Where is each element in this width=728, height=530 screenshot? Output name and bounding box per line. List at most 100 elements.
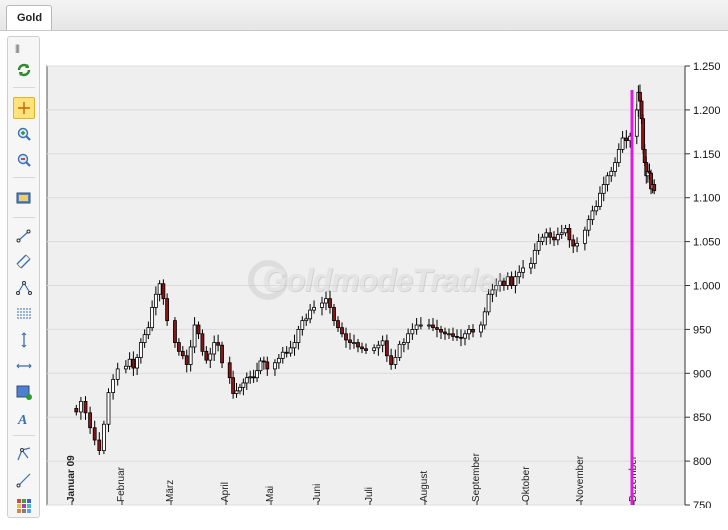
grip-handle[interactable]: ||| — [15, 43, 20, 53]
candle-body — [490, 289, 495, 295]
candle-body — [157, 283, 162, 295]
rectangle-icon[interactable] — [13, 381, 35, 403]
candle-body — [439, 328, 443, 333]
x-tick-label: Juni — [312, 484, 323, 502]
candle-body — [352, 342, 356, 344]
candle-body — [344, 333, 348, 341]
candle-body — [284, 351, 289, 354]
candle-body — [467, 328, 471, 335]
candle-body — [200, 333, 205, 352]
candle-body — [555, 234, 560, 241]
candle-body — [447, 333, 451, 336]
candle-body — [138, 342, 143, 358]
candle-body — [79, 400, 83, 413]
candle-body — [563, 228, 568, 234]
candle-body — [127, 358, 132, 367]
candle-body — [494, 285, 499, 291]
candle-body — [276, 357, 281, 364]
candle-body — [642, 149, 647, 163]
x-tick-label: Februar — [116, 466, 127, 502]
candlestick-chart[interactable]: 1.250 1.200 1.150 1.100 1.050 1.000 950 900 850 8… — [45, 58, 728, 512]
candle-body — [598, 192, 602, 207]
candle-body — [575, 242, 579, 247]
candle-body — [410, 328, 415, 335]
candle-body — [146, 327, 151, 336]
tab-gold[interactable]: Gold — [6, 5, 52, 30]
svg-text:A: A — [17, 413, 27, 426]
candle-body — [312, 307, 316, 311]
candle-body — [639, 100, 644, 120]
candle-body — [180, 350, 185, 357]
candle-body — [594, 206, 599, 212]
screenshot-icon[interactable] — [13, 187, 35, 209]
candle-body — [414, 324, 419, 330]
candle-body — [244, 377, 249, 384]
pitchfork-icon[interactable] — [13, 443, 35, 465]
candle-body — [393, 357, 398, 365]
candle-body — [431, 324, 435, 329]
x-tick-label: August — [419, 471, 430, 502]
candle-body — [451, 333, 455, 337]
candle-body — [609, 170, 614, 177]
candle-body — [324, 298, 328, 304]
candle-body — [251, 376, 256, 379]
candle-body — [241, 382, 246, 388]
candle-body — [582, 229, 587, 244]
candle-body — [616, 149, 621, 163]
candle-body — [559, 232, 564, 235]
candle-body — [320, 302, 324, 308]
candle-body — [102, 423, 106, 451]
y-tick-label: 1.000 — [693, 281, 721, 293]
candle-body — [471, 328, 475, 333]
candle-body — [153, 293, 158, 308]
candle-body — [641, 118, 646, 150]
candle-body — [192, 324, 197, 348]
y-tick-label: 1.050 — [693, 237, 721, 249]
candle-body — [427, 324, 431, 327]
candle-body — [111, 379, 115, 394]
candle-body — [443, 331, 447, 335]
fibonacci-icon[interactable] — [13, 303, 35, 325]
channel-icon[interactable] — [13, 251, 35, 273]
candle-body — [498, 280, 502, 286]
triangle-icon[interactable] — [13, 277, 35, 299]
candle-body — [397, 343, 402, 358]
candle-body — [532, 249, 537, 264]
candle-body — [463, 333, 467, 339]
zoom-out-icon[interactable] — [13, 149, 35, 171]
chart-area[interactable]: 1.250 1.200 1.150 1.100 1.050 1.000 950 900 850 8… — [45, 58, 728, 512]
text-icon[interactable]: A — [13, 407, 35, 429]
candle-body — [131, 358, 136, 369]
candle-body — [123, 365, 128, 370]
zoom-in-icon[interactable] — [13, 123, 35, 145]
candle-body — [505, 276, 510, 286]
watermark-logo: GoldmodeTrader — [248, 258, 506, 306]
vertical-line-icon[interactable] — [13, 329, 35, 351]
y-tick-label: 1.150 — [693, 149, 721, 161]
candle-body — [142, 334, 147, 343]
candle-body — [482, 311, 487, 326]
refresh-icon[interactable] — [13, 59, 35, 81]
candle-body — [173, 320, 177, 343]
x-tick-label: Januar 09 — [66, 455, 77, 502]
crosshair-icon[interactable] — [13, 97, 35, 119]
candle-body — [265, 361, 270, 370]
candle-body — [486, 293, 491, 313]
x-tick-label: November — [575, 455, 586, 502]
palette-icon[interactable] — [13, 495, 35, 517]
candle-body — [536, 241, 541, 251]
candle-body — [150, 307, 155, 329]
candle-body — [634, 109, 639, 137]
ray-icon[interactable] — [13, 469, 35, 491]
candle-body — [364, 348, 368, 351]
candle-body — [97, 439, 102, 451]
candle-body — [389, 355, 394, 365]
candle-body — [406, 333, 411, 343]
horizontal-line-icon[interactable] — [13, 355, 35, 377]
y-tick-label: 900 — [693, 368, 711, 380]
candle-body — [216, 342, 221, 346]
candle-body — [380, 340, 385, 346]
trendline-icon[interactable] — [13, 225, 35, 247]
candle-body — [360, 346, 364, 350]
candle-body — [401, 342, 406, 345]
